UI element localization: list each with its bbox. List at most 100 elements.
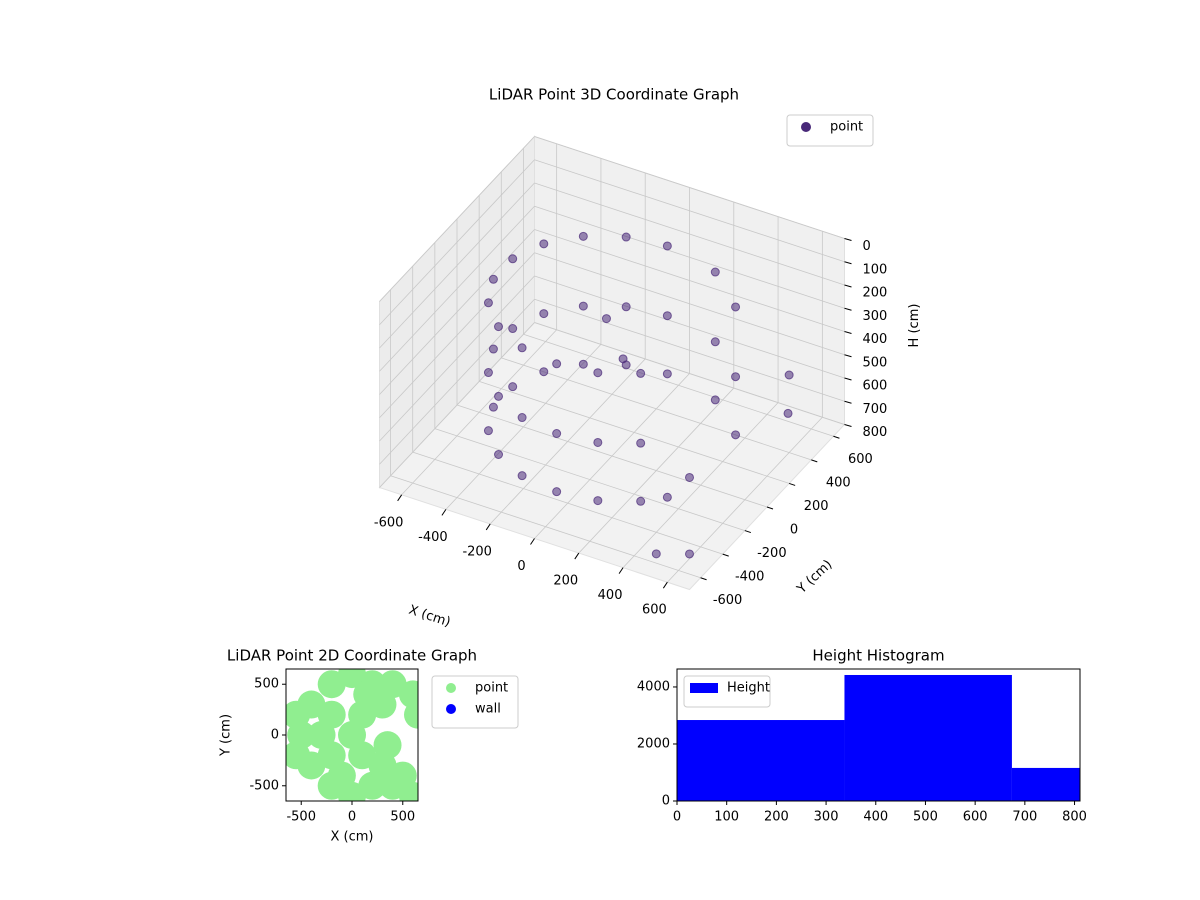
y-axis-label: Y (cm) <box>219 714 234 757</box>
point <box>483 426 493 436</box>
grid-line <box>379 252 535 419</box>
x-tick-label: 300 <box>814 810 839 825</box>
z-tick <box>844 284 852 288</box>
chart-title: Height Histogram <box>812 647 944 665</box>
x-tick-label: -400 <box>418 530 448 545</box>
z-tick-label: 200 <box>863 286 888 301</box>
x-tick-label: 600 <box>642 603 667 618</box>
z-tick <box>844 424 852 427</box>
grid-line <box>534 322 845 425</box>
point <box>731 372 741 382</box>
z-axis-label: H (cm) <box>907 304 922 348</box>
z-tick-label: 600 <box>863 379 888 394</box>
point <box>593 496 603 506</box>
point <box>327 761 356 790</box>
grid-line <box>534 136 845 239</box>
point <box>494 322 504 332</box>
z-tick <box>844 400 852 404</box>
x-tick-label: 600 <box>963 810 988 825</box>
y-tick <box>766 506 774 510</box>
z-tick <box>844 377 852 381</box>
legend-label: Height <box>727 681 770 696</box>
y-tick <box>744 530 752 534</box>
bar <box>844 674 1012 801</box>
y-tick-label: 4000 <box>637 679 670 694</box>
y-axis-label: Y (cm) <box>794 557 836 597</box>
point <box>398 781 418 801</box>
point <box>539 239 549 249</box>
point <box>685 549 694 559</box>
point <box>784 370 794 380</box>
legend-label: wall <box>475 702 501 717</box>
point <box>517 413 527 423</box>
grid-line <box>456 404 768 508</box>
legend-label: point <box>475 681 508 696</box>
x-tick-label: 800 <box>1062 810 1087 825</box>
grid-line <box>534 159 845 263</box>
point <box>552 429 562 439</box>
point <box>494 391 504 401</box>
point <box>353 680 382 709</box>
point <box>601 314 611 324</box>
grid-line <box>479 381 790 484</box>
point <box>552 359 562 369</box>
legend-label: point <box>830 120 863 135</box>
legend: point <box>786 114 874 147</box>
grid-line <box>390 475 701 579</box>
x-tick <box>441 509 447 516</box>
x-tick-label: 400 <box>598 588 623 603</box>
point <box>636 438 646 448</box>
legend-marker <box>446 704 456 714</box>
y-tick-label: 600 <box>848 452 873 467</box>
y-tick-label: -600 <box>713 593 743 608</box>
point <box>783 408 793 418</box>
legend: point wall <box>431 675 519 729</box>
z-tick <box>844 354 852 358</box>
point <box>488 344 498 354</box>
chart-title: LiDAR Point 3D Coordinate Graph <box>489 86 739 104</box>
grid-line <box>534 275 845 379</box>
point <box>578 359 588 369</box>
z-tick-label: 0 <box>863 239 871 254</box>
x-tick-label: 0 <box>673 810 681 825</box>
point <box>398 680 418 709</box>
chart-title: LiDAR Point 2D Coordinate Graph <box>227 647 477 665</box>
point <box>710 337 720 347</box>
x-tick <box>397 494 403 502</box>
grid-line <box>534 229 845 332</box>
x-tick <box>662 581 668 589</box>
point <box>488 274 498 284</box>
y-tick-label: 2000 <box>637 736 670 751</box>
x-tick-label: 100 <box>714 810 739 825</box>
y-tick <box>833 435 840 439</box>
point <box>710 267 720 277</box>
x-tick-label: -200 <box>462 544 492 559</box>
point <box>662 369 672 379</box>
point <box>593 437 603 447</box>
z-tick-label: 800 <box>863 425 888 440</box>
point <box>593 368 603 378</box>
x-tick-label: -500 <box>286 810 316 825</box>
grid-line <box>534 182 845 286</box>
point <box>539 367 549 377</box>
x-tick-label: 0 <box>348 810 356 825</box>
x-tick <box>530 538 535 545</box>
y-tick-label: 0 <box>790 523 798 538</box>
y-tick <box>788 482 796 486</box>
grid-line <box>379 159 535 326</box>
x-tick-label: 500 <box>390 810 415 825</box>
legend: Height <box>683 675 771 708</box>
point <box>685 472 694 482</box>
grid-line <box>501 357 812 461</box>
x-axis-label: X (cm) <box>407 603 453 631</box>
y-tick-label: 200 <box>804 499 829 514</box>
y-tick <box>722 553 729 557</box>
x-tick-label: 700 <box>1012 810 1037 825</box>
axes-frame <box>676 668 1081 802</box>
grid-line <box>379 136 535 302</box>
point <box>731 302 741 312</box>
y-tick-label: 500 <box>254 677 279 692</box>
point <box>662 492 672 502</box>
point <box>731 430 741 440</box>
point <box>710 395 720 405</box>
